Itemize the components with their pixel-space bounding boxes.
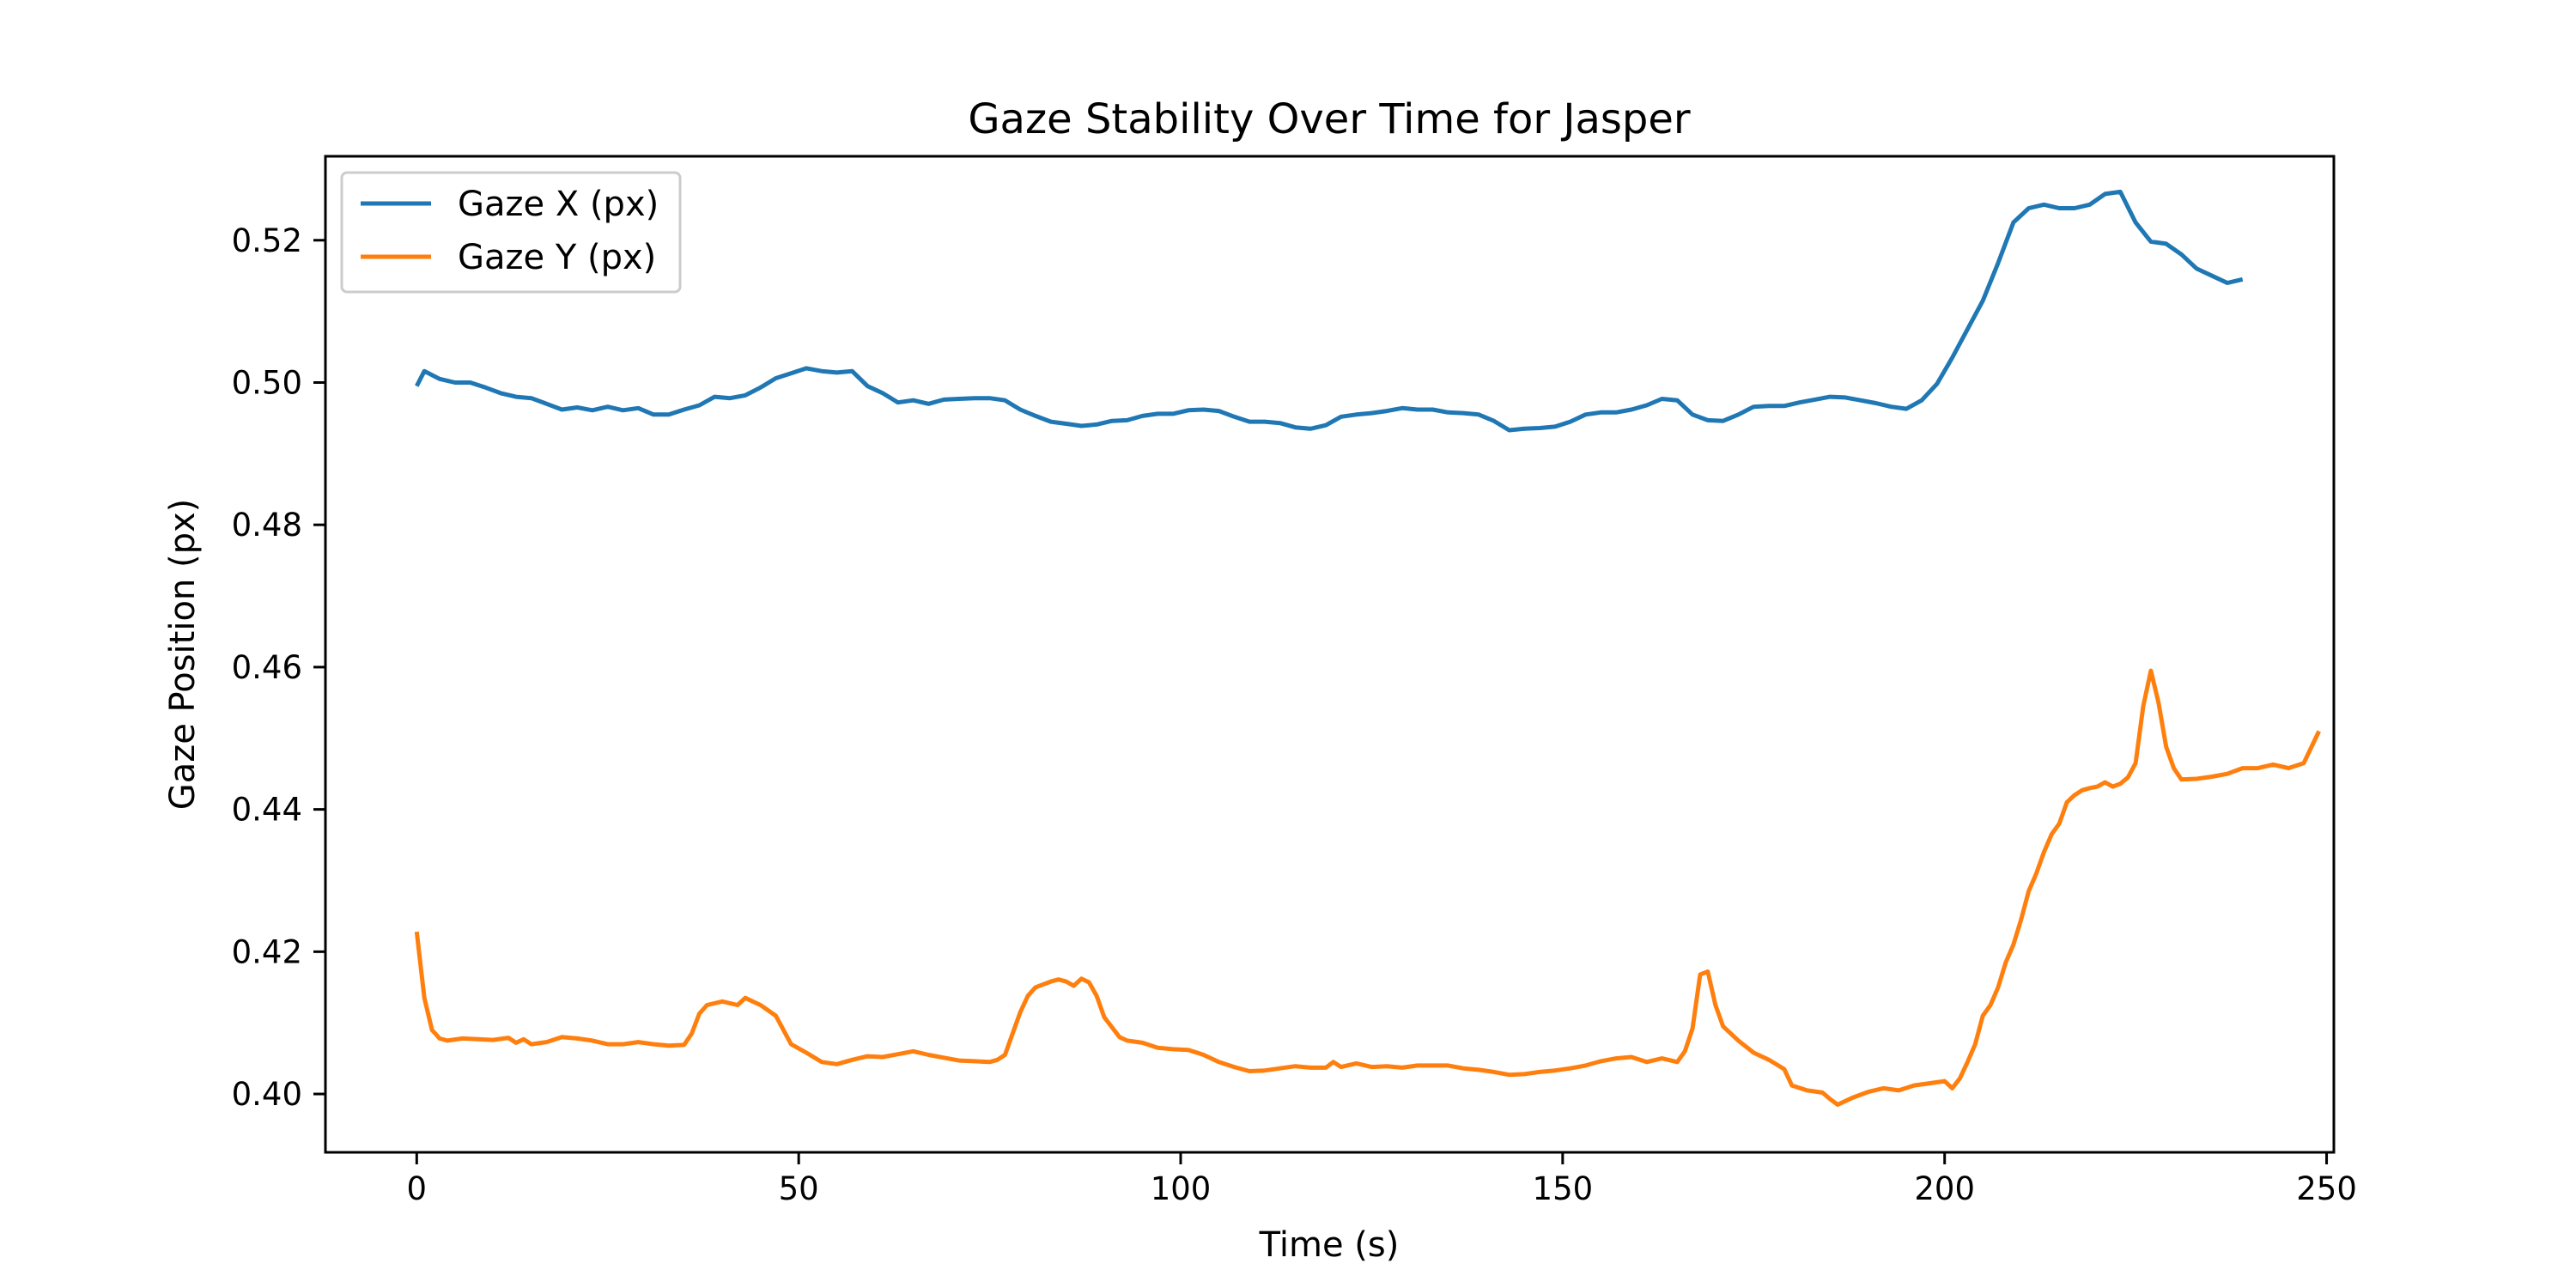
chart-title: Gaze Stability Over Time for Jasper xyxy=(968,95,1691,143)
series-line-0 xyxy=(415,189,2244,433)
legend-label-gaze-y: Gaze Y (px) xyxy=(458,238,656,277)
y-axis-ticks: 0.40 0.42 0.44 0.46 0.48 0.50 0.52 xyxy=(232,222,325,1113)
x-tick-label: 150 xyxy=(1533,1170,1594,1207)
legend-label-gaze-x: Gaze X (px) xyxy=(458,185,659,224)
y-tick-label: 0.40 xyxy=(232,1076,302,1113)
series-layer xyxy=(414,189,2321,1107)
y-tick-label: 0.46 xyxy=(232,649,302,686)
x-tick-label: 250 xyxy=(2296,1170,2357,1207)
x-axis-ticks: 0 50 100 150 200 250 xyxy=(407,1152,2357,1207)
x-tick-label: 50 xyxy=(779,1170,819,1207)
y-axis-label: Gaze Position (px) xyxy=(163,499,203,811)
series-line-1 xyxy=(414,668,2321,1107)
y-tick-label: 0.52 xyxy=(232,222,302,259)
y-tick-label: 0.44 xyxy=(232,792,302,829)
x-axis-label: Time (s) xyxy=(1259,1225,1400,1265)
legend: Gaze X (px) Gaze Y (px) xyxy=(340,171,682,294)
y-tick-label: 0.42 xyxy=(232,933,302,970)
x-tick-label: 0 xyxy=(407,1170,428,1207)
x-tick-label: 200 xyxy=(1914,1170,1975,1207)
y-tick-label: 0.48 xyxy=(232,507,302,544)
y-tick-label: 0.50 xyxy=(232,364,302,401)
plot-area-frame xyxy=(324,155,2336,1154)
x-tick-label: 100 xyxy=(1151,1170,1212,1207)
